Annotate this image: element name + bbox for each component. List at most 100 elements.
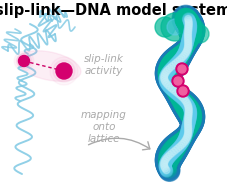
Circle shape bbox=[178, 12, 200, 34]
Circle shape bbox=[163, 133, 190, 160]
Circle shape bbox=[180, 110, 204, 133]
Circle shape bbox=[165, 153, 172, 160]
Circle shape bbox=[155, 17, 175, 37]
Circle shape bbox=[170, 89, 188, 107]
Circle shape bbox=[161, 78, 181, 98]
Circle shape bbox=[179, 19, 205, 44]
Circle shape bbox=[178, 13, 200, 35]
Circle shape bbox=[160, 56, 183, 77]
Circle shape bbox=[175, 96, 197, 117]
Circle shape bbox=[175, 145, 182, 152]
Circle shape bbox=[162, 66, 174, 78]
Circle shape bbox=[181, 124, 193, 136]
Circle shape bbox=[159, 137, 187, 164]
Circle shape bbox=[180, 26, 203, 48]
Circle shape bbox=[168, 63, 175, 70]
Circle shape bbox=[160, 162, 168, 169]
Circle shape bbox=[175, 131, 191, 147]
Circle shape bbox=[175, 90, 182, 97]
Circle shape bbox=[162, 80, 174, 92]
Circle shape bbox=[167, 131, 192, 155]
Circle shape bbox=[179, 101, 201, 123]
Circle shape bbox=[183, 36, 197, 50]
Circle shape bbox=[171, 91, 190, 109]
Circle shape bbox=[170, 58, 181, 70]
Circle shape bbox=[156, 57, 183, 84]
Circle shape bbox=[174, 58, 181, 65]
Circle shape bbox=[180, 29, 202, 50]
Circle shape bbox=[179, 15, 201, 37]
Circle shape bbox=[161, 74, 176, 90]
Circle shape bbox=[176, 96, 198, 118]
Circle shape bbox=[176, 10, 198, 32]
Circle shape bbox=[166, 84, 178, 96]
Circle shape bbox=[160, 156, 172, 168]
Circle shape bbox=[156, 55, 184, 83]
Circle shape bbox=[185, 20, 197, 32]
Circle shape bbox=[184, 25, 196, 37]
Circle shape bbox=[159, 161, 180, 181]
Circle shape bbox=[161, 135, 188, 163]
Circle shape bbox=[180, 95, 187, 102]
Circle shape bbox=[165, 149, 178, 161]
Circle shape bbox=[167, 49, 187, 69]
Circle shape bbox=[185, 39, 192, 46]
Circle shape bbox=[169, 87, 185, 103]
Circle shape bbox=[159, 155, 177, 173]
Circle shape bbox=[177, 143, 184, 150]
Circle shape bbox=[184, 17, 196, 29]
Circle shape bbox=[157, 156, 180, 178]
Circle shape bbox=[183, 117, 195, 129]
Circle shape bbox=[161, 13, 189, 41]
Circle shape bbox=[163, 68, 170, 75]
Circle shape bbox=[176, 63, 188, 75]
Circle shape bbox=[161, 77, 181, 97]
Circle shape bbox=[163, 167, 170, 174]
Circle shape bbox=[170, 88, 182, 100]
Circle shape bbox=[185, 22, 192, 29]
Circle shape bbox=[175, 10, 203, 38]
Circle shape bbox=[176, 93, 188, 105]
Circle shape bbox=[174, 53, 186, 65]
Circle shape bbox=[160, 163, 172, 175]
Circle shape bbox=[176, 38, 197, 58]
Circle shape bbox=[183, 119, 198, 134]
Circle shape bbox=[177, 129, 192, 145]
Circle shape bbox=[165, 83, 186, 104]
Circle shape bbox=[175, 95, 196, 116]
Circle shape bbox=[174, 126, 195, 148]
Circle shape bbox=[160, 76, 172, 88]
Circle shape bbox=[173, 93, 200, 120]
Circle shape bbox=[173, 132, 190, 149]
Circle shape bbox=[185, 19, 196, 31]
Circle shape bbox=[162, 47, 189, 74]
Circle shape bbox=[179, 131, 191, 143]
Circle shape bbox=[179, 34, 199, 54]
Circle shape bbox=[171, 133, 189, 151]
Circle shape bbox=[177, 13, 204, 40]
Circle shape bbox=[183, 111, 201, 129]
Circle shape bbox=[157, 69, 180, 91]
Circle shape bbox=[173, 127, 195, 149]
Circle shape bbox=[165, 50, 186, 71]
Circle shape bbox=[160, 57, 181, 79]
Circle shape bbox=[182, 34, 194, 46]
Circle shape bbox=[178, 134, 190, 146]
Circle shape bbox=[166, 131, 191, 156]
Circle shape bbox=[183, 33, 198, 48]
Circle shape bbox=[157, 53, 185, 81]
Circle shape bbox=[180, 127, 194, 141]
Circle shape bbox=[160, 77, 172, 89]
Circle shape bbox=[185, 29, 192, 36]
Circle shape bbox=[163, 79, 178, 93]
Circle shape bbox=[160, 57, 182, 78]
Circle shape bbox=[156, 151, 180, 176]
Circle shape bbox=[175, 96, 202, 124]
Circle shape bbox=[184, 117, 199, 133]
Circle shape bbox=[180, 20, 204, 45]
Circle shape bbox=[179, 95, 191, 107]
Circle shape bbox=[183, 101, 195, 113]
Circle shape bbox=[184, 111, 196, 123]
Circle shape bbox=[168, 60, 180, 72]
Circle shape bbox=[161, 162, 176, 177]
